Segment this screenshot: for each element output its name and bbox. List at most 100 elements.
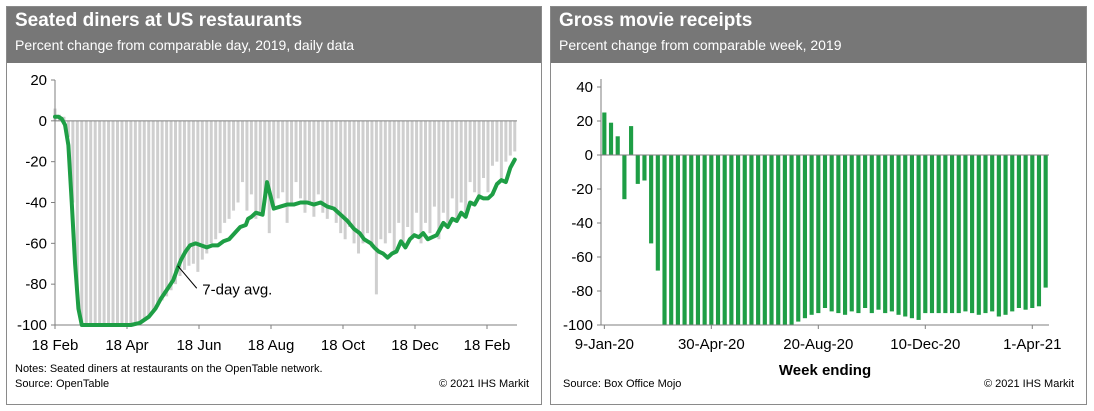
- movie-source: Source: Box Office Mojo: [563, 378, 682, 390]
- diners-chart-panel: Seated diners at US restaurants Percent …: [6, 6, 542, 405]
- weekly-receipts-bar: [675, 155, 680, 325]
- weekly-receipts-bar: [695, 155, 701, 325]
- weekly-receipts-bar: [615, 136, 620, 155]
- weekly-receipts-bar: [802, 155, 808, 319]
- annotation-leader-line: [177, 265, 198, 289]
- weekly-receipts-bar: [796, 155, 801, 322]
- y-tick-label: -20: [571, 181, 593, 198]
- movie-chart-header: Gross movie receipts Percent change from…: [551, 7, 1086, 63]
- weekly-receipts-bar: [682, 155, 687, 325]
- weekly-receipts-bar: [903, 155, 908, 317]
- weekly-receipts-bar: [769, 155, 774, 325]
- weekly-receipts-bar: [863, 155, 868, 308]
- weekly-receipts-bar: [876, 155, 881, 310]
- annotation-label: 7-day avg.: [202, 281, 272, 298]
- weekly-receipts-bar: [809, 155, 814, 315]
- weekly-receipts-bar: [836, 155, 841, 314]
- weekly-receipts-bar: [983, 155, 988, 314]
- weekly-receipts-bar: [916, 155, 921, 320]
- y-tick-label: -60: [25, 235, 47, 252]
- weekly-receipts-bar: [742, 155, 747, 325]
- weekly-receipts-bar: [642, 155, 647, 181]
- weekly-receipts-bar: [608, 122, 614, 155]
- weekly-receipts-bar: [669, 155, 674, 325]
- y-tick-label: 0: [39, 113, 47, 130]
- weekly-receipts-bar: [883, 155, 888, 314]
- weekly-receipts-bar: [1036, 155, 1042, 307]
- movie-copyright: © 2021 IHS Markit: [983, 378, 1074, 390]
- x-tick-label: 1-Apr-21: [1003, 336, 1061, 353]
- weekly-receipts-bar: [649, 155, 654, 244]
- y-tick-label: 20: [30, 72, 47, 89]
- weekly-receipts-bar: [842, 155, 848, 315]
- weekly-receipts-bar: [1030, 155, 1035, 308]
- y-tick-label: -20: [25, 154, 47, 171]
- weekly-receipts-bar: [822, 155, 828, 308]
- weekly-receipts-bar: [736, 155, 741, 325]
- weekly-receipts-bar: [869, 155, 874, 314]
- y-tick-label: 0: [585, 147, 593, 164]
- weekly-receipts-bar: [929, 155, 935, 314]
- weekly-receipts-bar: [896, 155, 901, 315]
- weekly-receipts-bar: [762, 155, 767, 325]
- weekly-receipts-bar: [923, 155, 928, 314]
- y-tick-label: -100: [563, 317, 593, 334]
- weekly-receipts-bar: [749, 155, 754, 325]
- weekly-receipts-bar: [662, 155, 667, 325]
- x-tick-label: 9-Jan-20: [575, 336, 634, 353]
- y-tick-label: -40: [25, 195, 47, 212]
- y-tick-label: -40: [571, 215, 593, 232]
- seven-day-average-line: [53, 114, 517, 327]
- weekly-receipts-bar: [629, 126, 634, 155]
- weekly-receipts-bar: [1003, 155, 1008, 315]
- weekly-receipts-bar: [889, 155, 894, 312]
- weekly-receipts-bar: [943, 155, 948, 314]
- weekly-receipts-bar: [849, 155, 854, 312]
- x-tick-label: 30-Apr-20: [678, 336, 745, 353]
- weekly-receipts-bar: [1010, 155, 1015, 312]
- x-tick-label: 18 Dec: [391, 337, 439, 354]
- x-tick-label: 18 Oct: [321, 337, 366, 354]
- weekly-receipts-bar: [990, 155, 995, 312]
- x-tick-label: 18 Feb: [32, 337, 79, 354]
- x-tick-label: 10-Dec-20: [890, 336, 960, 353]
- movie-bar-chart: 40 20 0 -20 -40 -60 -80 -100 9-Jan-20 30-Apr-20 20…: [563, 79, 1061, 379]
- weekly-receipts-bar: [1016, 155, 1021, 308]
- weekly-receipts-bar: [776, 155, 781, 325]
- y-tick-label: -80: [25, 276, 47, 293]
- x-tick-label: 18 Apr: [105, 337, 148, 354]
- weekly-receipts-bar: [856, 155, 861, 314]
- weekly-receipts-bar: [816, 155, 821, 314]
- diners-chart-header: Seated diners at US restaurants Percent …: [7, 7, 541, 63]
- weekly-receipts-bar: [1023, 155, 1028, 310]
- weekly-receipts-bar: [635, 155, 640, 184]
- diners-line-chart: 20 0 -20 -40 -60 -80 -100 18 Feb 18 Apr 18 Jun 18 …: [17, 72, 517, 354]
- x-tick-label: 18 Jun: [176, 337, 221, 354]
- diners-chart-subtitle: Percent change from comparable day, 2019…: [15, 37, 355, 53]
- weekly-receipts-bar: [949, 155, 955, 314]
- x-tick-label: 18 Aug: [248, 337, 295, 354]
- weekly-receipts-bar: [715, 155, 721, 325]
- movie-chart-title: Gross movie receipts: [559, 10, 753, 31]
- y-tick-label: 40: [576, 79, 593, 96]
- movie-chart-panel: Gross movie receipts Percent change from…: [550, 6, 1087, 405]
- weekly-receipts-bar: [936, 155, 941, 314]
- weekly-receipts-bar: [963, 155, 968, 312]
- weekly-receipts-bar: [722, 155, 727, 325]
- weekly-receipts-bar: [909, 155, 914, 319]
- weekly-receipts-bar: [756, 155, 761, 325]
- y-tick-label: -100: [17, 317, 47, 334]
- weekly-receipts-bar: [655, 155, 660, 271]
- weekly-receipts-bar: [976, 155, 981, 315]
- weekly-receipts-bar: [956, 155, 961, 314]
- weekly-receipts-bar: [702, 155, 707, 325]
- weekly-receipts-bar: [782, 155, 787, 325]
- x-axis-title: Week ending: [779, 362, 871, 379]
- x-tick-label: 18 Feb: [464, 337, 511, 354]
- diners-source: Source: OpenTable: [15, 378, 110, 390]
- weekly-receipts-bar: [689, 155, 694, 325]
- y-tick-label: 20: [576, 113, 593, 130]
- weekly-receipts-bar: [829, 155, 834, 312]
- diners-notes: Notes: Seated diners at restaurants on t…: [15, 363, 323, 375]
- weekly-receipts-bar: [709, 155, 714, 325]
